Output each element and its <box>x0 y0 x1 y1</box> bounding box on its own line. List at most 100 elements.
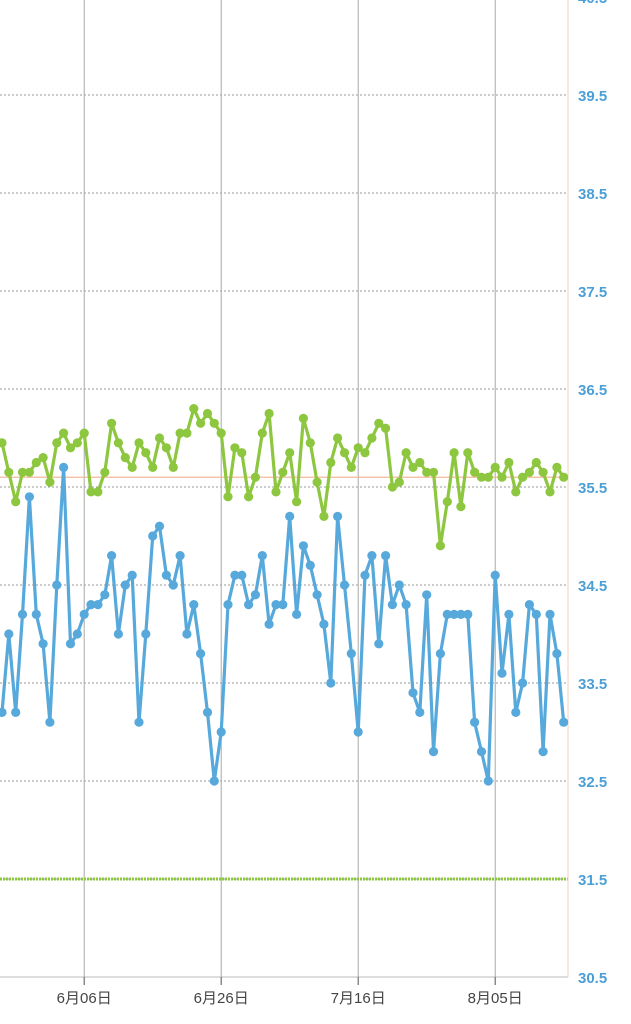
x-axis-tick-labels: 6月06日 6月26日 7月16日 8月05日 <box>57 990 523 1007</box>
data-point <box>31 609 41 620</box>
data-point <box>59 462 69 472</box>
data-point <box>285 511 295 521</box>
data-point <box>333 433 343 443</box>
data-point <box>524 467 535 477</box>
data-point <box>127 462 137 472</box>
data-point <box>483 472 493 482</box>
data-point <box>65 443 76 453</box>
data-point <box>113 438 123 448</box>
data-point <box>250 590 260 600</box>
data-point <box>175 428 185 438</box>
data-point <box>511 487 521 497</box>
series-group <box>0 404 569 786</box>
data-point <box>86 487 96 497</box>
data-point <box>216 428 226 438</box>
data-point <box>387 482 397 492</box>
data-point <box>196 649 206 659</box>
y-tick-label: 31.5 <box>578 872 607 889</box>
data-point <box>134 438 144 448</box>
data-point <box>497 668 507 678</box>
y-tick-label: 40.5 <box>578 0 607 7</box>
data-point <box>442 497 452 507</box>
y-tick-label: 37.5 <box>578 284 607 301</box>
data-point <box>381 423 391 433</box>
data-point <box>476 472 487 482</box>
data-point <box>422 590 432 600</box>
data-point <box>449 448 459 458</box>
data-point <box>148 462 158 472</box>
data-point <box>483 776 493 786</box>
data-point <box>278 467 288 477</box>
data-point <box>134 717 144 727</box>
data-point <box>0 707 7 717</box>
data-point <box>559 717 569 727</box>
data-point <box>346 649 356 659</box>
data-point <box>524 600 535 610</box>
data-point <box>518 472 528 482</box>
data-point <box>175 551 185 561</box>
data-point <box>504 457 514 468</box>
data-point <box>72 438 82 448</box>
data-point <box>11 707 21 718</box>
data-point <box>52 438 62 448</box>
data-point <box>79 609 89 620</box>
data-point <box>531 457 541 468</box>
data-point <box>202 707 213 718</box>
y-tick-label: 39.5 <box>578 88 607 105</box>
y-axis-tick-labels: 30.5 31.5 32.5 33.5 34.5 35.5 36.5 37.5 38.5 39.5… <box>578 0 607 987</box>
data-point <box>470 717 480 727</box>
data-point <box>216 727 226 737</box>
data-point <box>271 487 281 497</box>
data-point <box>408 462 418 472</box>
data-point <box>257 551 267 561</box>
data-point <box>79 428 89 438</box>
x-tick-label: 7月16日 <box>331 990 386 1007</box>
data-point <box>141 629 151 639</box>
data-point <box>367 551 377 561</box>
data-point <box>476 747 487 757</box>
data-point <box>401 448 411 458</box>
data-point <box>387 600 397 610</box>
data-point <box>11 497 21 507</box>
x-tick-label: 8月05日 <box>468 990 523 1007</box>
data-point <box>223 600 233 610</box>
data-point <box>422 467 432 477</box>
data-point <box>326 457 336 468</box>
data-point <box>374 418 384 428</box>
data-point <box>374 639 384 649</box>
data-point <box>244 600 254 610</box>
data-point <box>107 418 117 428</box>
data-point <box>182 428 192 438</box>
data-point <box>456 609 466 620</box>
data-point <box>100 590 110 600</box>
data-point <box>360 448 370 458</box>
data-point <box>244 492 254 502</box>
x-tick-label: 6月06日 <box>57 990 112 1007</box>
data-point <box>237 448 247 458</box>
data-point <box>449 609 459 620</box>
data-point <box>141 448 151 458</box>
data-point <box>24 467 34 477</box>
data-point <box>72 629 82 639</box>
data-point <box>93 487 103 497</box>
data-point <box>456 502 466 512</box>
data-point <box>531 609 541 620</box>
data-point <box>31 457 41 468</box>
y-tick-label: 35.5 <box>578 480 607 497</box>
data-point <box>264 408 274 419</box>
horizontal-gridlines <box>0 94 568 978</box>
x-tick-label: 6月26日 <box>194 990 249 1007</box>
data-point <box>326 678 336 688</box>
data-point <box>319 511 329 521</box>
y-tick-label: 33.5 <box>578 676 607 693</box>
data-point <box>442 609 452 620</box>
data-point <box>435 649 445 659</box>
data-point <box>367 433 377 443</box>
data-point <box>552 649 562 659</box>
data-point <box>223 492 233 502</box>
data-point <box>86 600 96 610</box>
data-point <box>154 433 165 443</box>
y-tick-label: 38.5 <box>578 186 607 203</box>
data-point <box>545 609 555 620</box>
